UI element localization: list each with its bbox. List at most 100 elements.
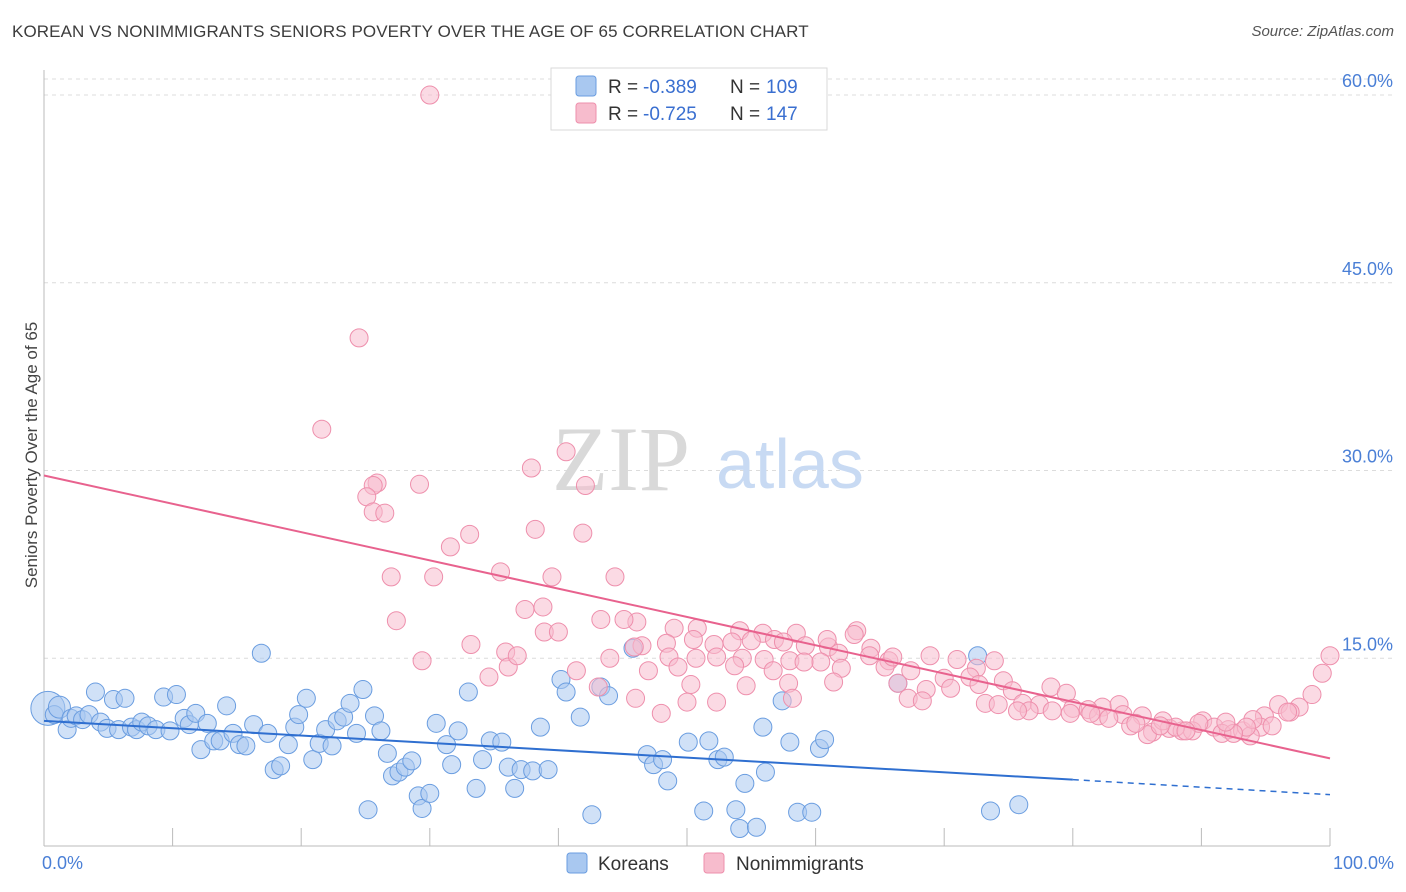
chart-title: KOREAN VS NONIMMIGRANTS SENIORS POVERTY … [12,22,809,41]
point-nonimmigrants [920,646,940,666]
point-nonimmigrants [1126,713,1146,733]
point-nonimmigrants [626,688,646,708]
point-nonimmigrants [681,675,701,695]
point-koreans [402,751,422,771]
point-nonimmigrants [651,703,671,723]
point-koreans [726,800,746,820]
point-koreans [746,817,766,837]
point-nonimmigrants [440,537,460,557]
point-nonimmigrants [638,661,658,681]
bottom-legend-nonimmigrants: Nonimmigrants [736,854,864,875]
point-nonimmigrants [683,629,703,649]
point-nonimmigrants [668,657,688,677]
point-koreans [980,801,1000,821]
x-tick-label-max: 100.0% [1333,853,1394,873]
point-nonimmigrants [947,650,967,670]
point-nonimmigrants [1278,702,1298,722]
legend-swatch-koreans [575,75,597,97]
point-nonimmigrants [984,651,1004,671]
point-nonimmigrants [773,632,793,652]
point-koreans [353,680,373,700]
point-koreans [699,731,719,751]
gridlines [44,78,1394,659]
legend-r-koreans: -0.389 [643,77,697,98]
point-nonimmigrants [941,678,961,698]
point-nonimmigrants [412,651,432,671]
legend-n-label: N = [730,104,760,125]
point-koreans [582,805,602,825]
point-nonimmigrants [1262,716,1282,736]
y-tick-label: 60.0% [1342,71,1393,91]
point-koreans [753,717,773,737]
legend-box [550,67,828,131]
point-nonimmigrants [725,656,745,676]
legend-r-label: R = [608,77,638,98]
point-nonimmigrants [795,636,815,656]
point-nonimmigrants [624,637,644,657]
point-nonimmigrants [548,622,568,642]
point-nonimmigrants [381,567,401,587]
point-nonimmigrants [707,692,727,712]
point-koreans [442,755,462,775]
point-nonimmigrants [410,474,430,494]
point-nonimmigrants [1320,646,1340,666]
point-nonimmigrants [686,648,706,668]
bottom-legend-koreans: Koreans [598,854,669,875]
point-nonimmigrants [722,632,742,652]
point-koreans [197,713,217,733]
point-nonimmigrants [556,442,576,462]
point-nonimmigrants [1060,703,1080,723]
point-koreans [296,688,316,708]
point-nonimmigrants [420,85,440,105]
point-nonimmigrants [1008,701,1028,721]
point-nonimmigrants [782,688,802,708]
point-koreans [217,696,237,716]
point-koreans [556,682,576,702]
point-nonimmigrants [424,567,444,587]
point-nonimmigrants [542,567,562,587]
point-koreans [236,736,256,756]
point-koreans [271,756,291,776]
point-nonimmigrants [525,519,545,539]
point-nonimmigrants [707,647,727,667]
point-koreans [377,743,397,763]
point-nonimmigrants [573,523,593,543]
source-credit: Source: ZipAtlas.com [1251,23,1394,40]
point-nonimmigrants [533,597,553,617]
point-koreans [466,778,486,798]
point-nonimmigrants [386,611,406,631]
point-nonimmigrants [460,524,480,544]
point-nonimmigrants [811,652,831,672]
point-koreans [780,732,800,752]
point-nonimmigrants [677,692,697,712]
point-koreans [371,721,391,741]
trendlines [43,474,1331,796]
point-koreans [458,682,478,702]
point-nonimmigrants [1081,703,1101,723]
point-koreans [815,730,835,750]
point-koreans [1009,795,1029,815]
bottom-legend: Koreans Nonimmigrants [566,852,864,875]
point-nonimmigrants [1302,685,1322,705]
legend-swatch-nonimmigrants [575,102,597,124]
y-tick-label: 30.0% [1342,447,1393,467]
point-nonimmigrants [1216,712,1236,732]
point-koreans [420,783,440,803]
point-nonimmigrants [521,458,541,478]
point-koreans [530,717,550,737]
point-nonimmigrants [794,652,814,672]
watermark: ZIP atlas [552,408,864,510]
axes [43,70,1331,847]
trendline-koreans [43,719,1073,781]
point-nonimmigrants [844,624,864,644]
point-nonimmigrants [614,609,634,629]
y-axis-title: Seniors Poverty Over the Age of 65 [22,322,41,588]
point-koreans [730,818,750,838]
point-koreans [658,771,678,791]
point-koreans [303,750,323,770]
point-koreans [473,750,493,770]
point-koreans [358,800,378,820]
top-legend: R = -0.389 N = 109 R = -0.725 N = 147 [550,67,828,131]
point-koreans [570,707,590,727]
